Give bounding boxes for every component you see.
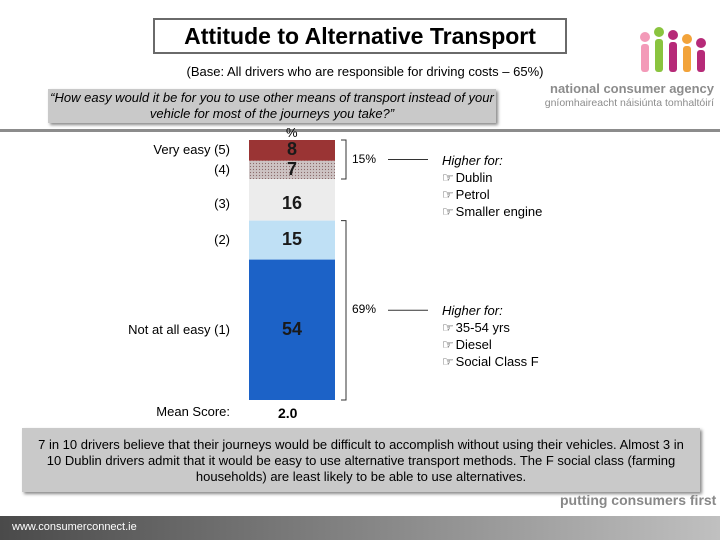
footer-bar: www.consumerconnect.ie [0,516,720,540]
question-text: “How easy would it be for you to use oth… [48,89,496,123]
higher-for-item-text: Smaller engine [455,203,543,219]
logo-irish-name: gníomhaireacht náisiúnta tomhaltóirí [544,97,714,109]
category-label: Not at all easy (1) [128,321,230,337]
mean-score-value: 2.0 [278,405,298,421]
logo-name: national consumer agency [550,81,714,96]
mean-score-label: Mean Score: [156,404,230,419]
data-label: 54 [281,318,303,339]
hand-pointer-icon: ☞ [442,354,454,370]
higher-for-item: ☞ Social Class F [442,353,539,370]
unit-label: % [286,125,298,140]
higher-for-item-text: Dublin [455,169,493,185]
higher-for-item: ☞ Petrol [442,186,542,203]
hand-pointer-icon: ☞ [442,337,454,353]
group-bracket [341,220,347,401]
logo-people-icon [640,27,706,72]
category-label: (2) [214,232,230,248]
data-label: 16 [281,192,303,213]
higher-for-box: Higher for: ☞ 35-54 yrs ☞ Diesel ☞ Social Clas… [442,302,539,370]
higher-for-item-text: Diesel [455,337,492,353]
higher-for-header: Higher for: [442,303,503,319]
data-label: 7 [286,158,297,179]
summary-text: 7 in 10 drivers believe that their journ… [22,428,700,492]
divider-stripe [0,129,720,132]
higher-for-item: ☞ Smaller engine [442,203,542,220]
hand-pointer-icon: ☞ [442,320,454,336]
hand-pointer-icon: ☞ [442,203,454,219]
higher-for-item: ☞ Diesel [442,336,539,353]
group-percent: 15% [352,151,377,166]
logo: national consumer agency gníomhaireacht … [538,25,714,115]
hand-pointer-icon: ☞ [442,186,454,202]
higher-for-item-text: 35-54 yrs [455,320,510,336]
brackets [341,139,428,401]
footer-url: www.consumerconnect.ie [12,521,137,533]
data-label: 15 [281,229,303,250]
chart-title: Attitude to Alternative Transport [153,18,567,54]
hand-pointer-icon: ☞ [442,169,454,185]
category-label: (4) [214,161,230,177]
group-percent: 69% [352,302,377,317]
higher-for-item-text: Petrol [455,186,490,202]
group-bracket [341,139,347,180]
higher-for-header: Higher for: [442,152,503,168]
higher-for-box: Higher for: ☞ Dublin ☞ Petrol ☞ Smaller engine [442,152,542,220]
category-label: Very easy (5) [153,142,230,158]
tagline: putting consumers first [560,492,717,508]
data-label: 8 [286,139,297,160]
higher-for-item: ☞ Dublin [442,169,542,186]
category-label: (3) [214,195,230,211]
higher-for-item: ☞ 35-54 yrs [442,319,539,336]
higher-for-item-text: Social Class F [455,354,539,370]
base-note: (Base: All drivers who are responsible f… [186,64,544,79]
